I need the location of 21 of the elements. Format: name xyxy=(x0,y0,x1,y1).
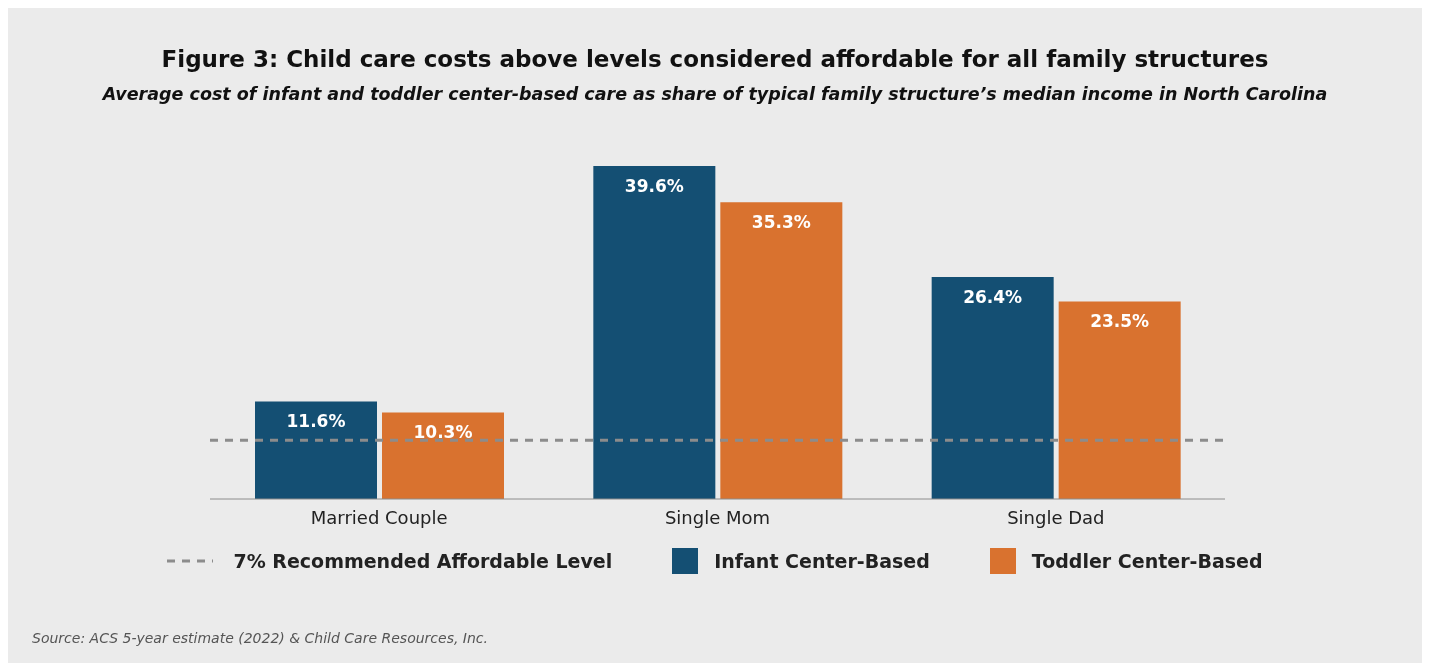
bar xyxy=(593,166,716,499)
data-label: 26.4% xyxy=(963,287,1023,307)
legend-label: Infant Center-Based xyxy=(714,550,930,572)
data-label: 10.3% xyxy=(413,422,473,443)
bar xyxy=(382,412,504,499)
bar xyxy=(255,401,377,499)
legend-label: 7% Recommended Affordable Level xyxy=(233,550,613,572)
x-tick-label: Married Couple xyxy=(310,506,448,528)
bar xyxy=(720,202,843,499)
bar xyxy=(931,277,1054,499)
data-label: 23.5% xyxy=(1090,311,1150,332)
legend-label: Toddler Center-Based xyxy=(1031,550,1263,572)
data-label: 35.3% xyxy=(751,212,811,233)
chart-title: Figure 3: Child care costs above levels considered affordable for all family structures xyxy=(160,46,1270,72)
x-tick-label: Single Mom xyxy=(664,506,771,528)
source-note: Source: ACS 5-year estimate (2022) & Child Care Resources, Inc. xyxy=(32,630,488,646)
chart-subtitle: Average cost of infant and toddler center-based care as share of typical family structure’s median income in North Carolina xyxy=(101,84,1329,104)
data-label: 39.6% xyxy=(624,176,684,196)
bar xyxy=(1058,301,1181,499)
data-label: 11.6% xyxy=(286,411,346,432)
x-tick-label: Single Dad xyxy=(1007,506,1105,528)
